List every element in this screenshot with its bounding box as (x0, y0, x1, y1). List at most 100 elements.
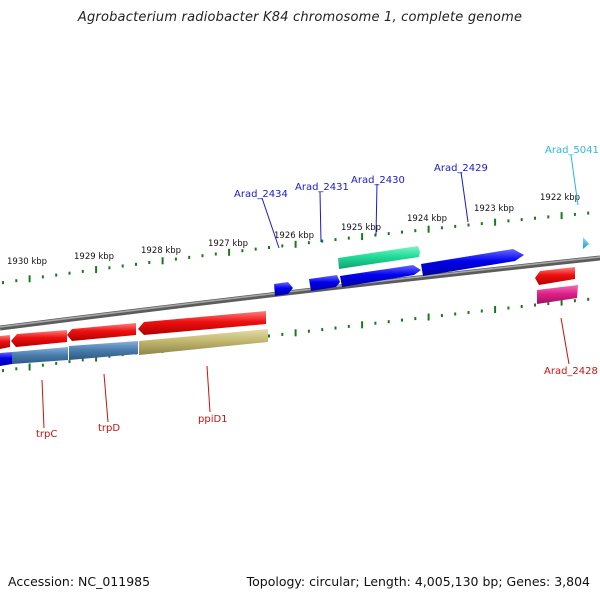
lower-scale-tick (507, 306, 510, 310)
lower-scale-tick (321, 328, 324, 332)
lower-scale-tick (454, 312, 457, 316)
lower-scale-tick (347, 324, 350, 328)
upper-scale-tick (440, 226, 443, 230)
upper-scale-tick (321, 239, 324, 243)
label-arad-5041[interactable]: Arad_5041 (545, 145, 599, 156)
upper-scale-tick (121, 264, 124, 268)
upper-scale-tick (520, 218, 523, 222)
leader-arad-2430 (375, 183, 378, 236)
scale-label-1927: 1927 kbp (208, 239, 248, 249)
upper-scale-tick (307, 241, 310, 245)
lower-features (0, 311, 268, 366)
lower-scale-tick (15, 367, 18, 371)
lower-scale-tick (547, 302, 550, 306)
label-trpc[interactable]: trpC (36, 429, 57, 440)
label-trpd[interactable]: trpD (98, 423, 120, 434)
label-arad-2431[interactable]: Arad_2431 (295, 182, 349, 193)
feature-trpc[interactable] (11, 330, 67, 347)
chromosome-backbone (0, 255, 600, 331)
feature-arad-2429-a[interactable] (340, 265, 421, 287)
upper-scale-tick (81, 269, 84, 273)
upper-scale-tick (201, 254, 204, 258)
upper-scale-tick (480, 222, 483, 226)
upper-scale-tick (2, 281, 4, 285)
lower-scale-tick (573, 299, 576, 303)
upper-scale-tick (334, 238, 337, 242)
upper-scale-tick (560, 212, 563, 220)
leader-ppid1 (206, 365, 211, 413)
label-ppid1[interactable]: ppiD1 (198, 414, 228, 425)
upper-scale-tick (281, 244, 284, 248)
feature-arad-2431[interactable] (309, 275, 340, 291)
label-arad-2430[interactable]: Arad_2430 (351, 175, 405, 186)
leader-arad-5041 (570, 154, 579, 206)
scale-label-1928: 1928 kbp (141, 246, 181, 256)
lower-scale-tick (427, 313, 430, 321)
upper-scale-tick (361, 233, 364, 241)
lower-scale-tick (334, 326, 337, 330)
upper-scale-tick (188, 255, 191, 259)
scale-label-1930: 1930 kbp (7, 257, 47, 267)
lower-scale-tick (41, 363, 44, 367)
feature-arad-2430[interactable] (338, 246, 420, 269)
upper-scale-tick (573, 212, 576, 216)
lower-scale-tick (55, 361, 58, 365)
lower-scale-tick (361, 321, 364, 329)
upper-scale-ticks (2, 211, 590, 285)
feature-ppid1-khaki[interactable] (139, 329, 268, 355)
leader-arad-2431 (319, 191, 322, 243)
upper-scale-tick (148, 261, 151, 264)
feature-trpc-steel[interactable] (12, 347, 68, 364)
gene-labels: Arad_2434 Arad_2431 Arad_2430 Arad_2429 … (36, 145, 599, 440)
lower-scale-tick (520, 305, 523, 308)
upper-scale-tick (228, 248, 231, 256)
upper-scale-tick (401, 230, 403, 234)
feature-arad-2428-pink[interactable] (537, 285, 578, 304)
upper-scale-tick (15, 279, 18, 283)
upper-scale-tick (135, 262, 137, 266)
upper-scale-tick (387, 232, 390, 236)
genome-summary-text: Topology: circular; Length: 4,005,130 bp… (246, 574, 590, 589)
leader-arad-2434 (261, 197, 280, 249)
scale-label-1923: 1923 kbp (474, 204, 514, 214)
upper-scale-tick (294, 240, 297, 248)
lower-scale-tick (374, 321, 377, 325)
feature-arad-2434[interactable] (274, 282, 293, 296)
scale-label-1929: 1929 kbp (74, 252, 114, 262)
label-arad-2428[interactable]: Arad_2428 (544, 366, 598, 377)
lower-scale-tick (480, 309, 483, 313)
label-arad-2429[interactable]: Arad_2429 (434, 163, 488, 174)
map-title: Agrobacterium radiobacter K84 chromosome… (77, 10, 523, 25)
upper-scale-tick (174, 257, 177, 261)
upper-scale-tick (374, 233, 377, 237)
upper-scale-tick (241, 249, 244, 253)
lower-scale-tick (440, 314, 443, 317)
upper-scale-tick (347, 236, 350, 240)
upper-scale-tick (41, 275, 44, 279)
feature-red-left[interactable] (0, 335, 10, 349)
label-arad-2434[interactable]: Arad_2434 (234, 189, 288, 200)
upper-scale-tick (534, 216, 536, 220)
lower-scale-tick (281, 332, 284, 336)
lower-scale-tick (294, 329, 297, 337)
upper-scale-tick (108, 266, 111, 270)
feature-arad-5041[interactable] (583, 237, 589, 249)
feature-arad-2428[interactable] (535, 267, 575, 285)
upper-scale-tick (454, 224, 457, 228)
feature-arad-2429[interactable] (421, 249, 524, 276)
feature-blue-left[interactable] (0, 352, 12, 366)
accession-text: Accession: NC_011985 (8, 574, 151, 589)
lower-scale-tick (534, 303, 536, 307)
lower-scale-tick (467, 311, 470, 314)
lower-scale-tick (68, 360, 71, 364)
feature-trpd-steel[interactable] (69, 341, 138, 360)
upper-scale-tick (467, 223, 470, 227)
feature-ppid1[interactable] (138, 311, 266, 335)
upper-scale-tick (68, 271, 71, 275)
feature-trpd[interactable] (67, 323, 136, 341)
upper-scale-tick (55, 273, 58, 277)
leader-arad-2428 (560, 317, 570, 365)
lower-scale-tick (81, 358, 84, 362)
upper-scale-tick (494, 218, 497, 226)
lower-scale-tick (2, 369, 4, 373)
